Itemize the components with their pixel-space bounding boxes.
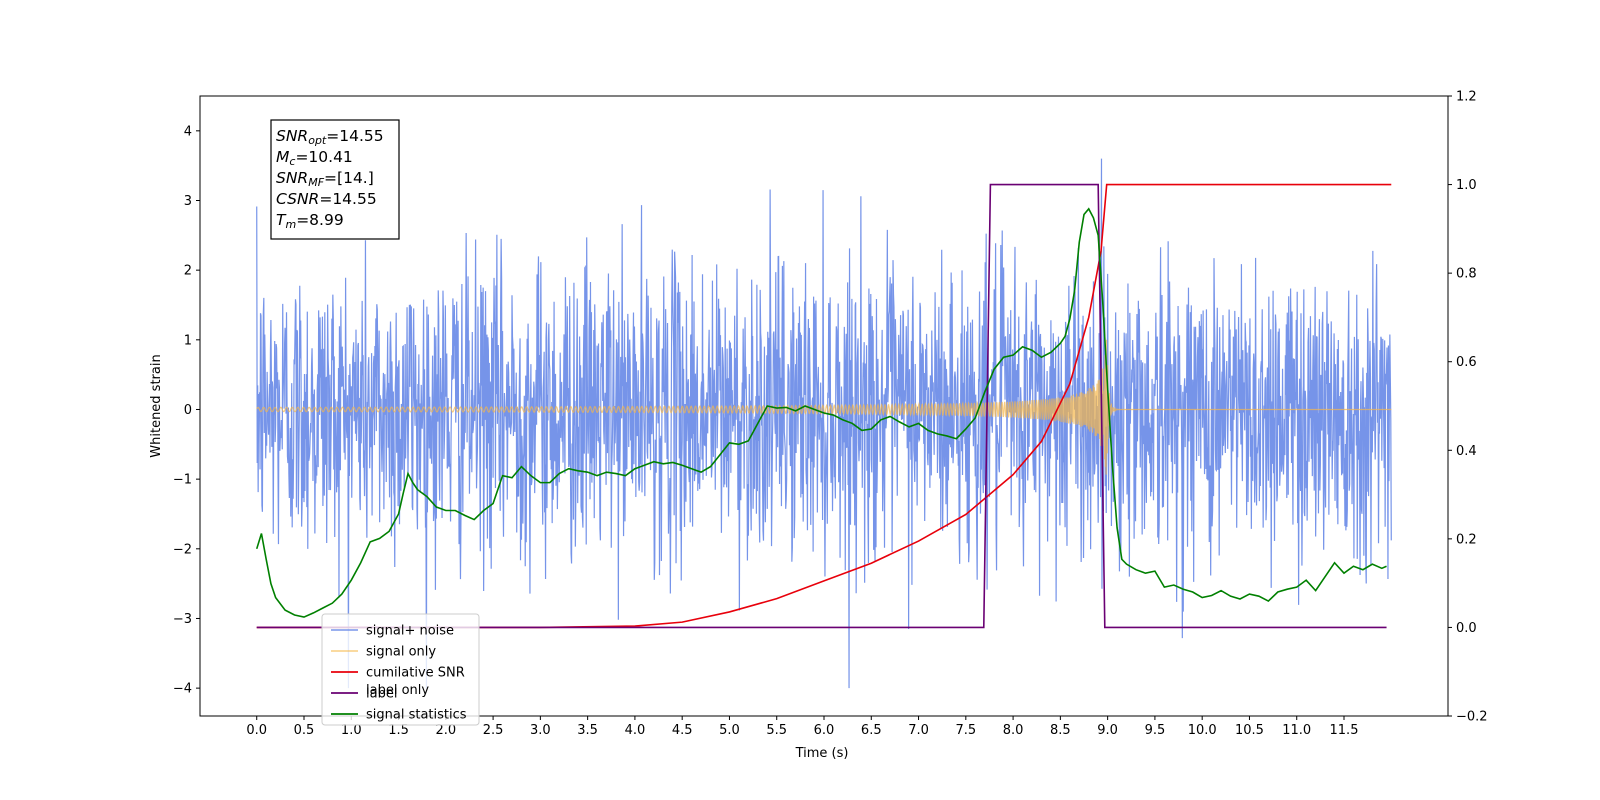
x-tick-label: 9.5	[1145, 723, 1166, 738]
x-tick-label: 0.0	[246, 723, 267, 738]
plot-area	[255, 158, 1392, 689]
annotation-line: Mc=10.41	[276, 148, 353, 168]
y-tick-label: −1	[173, 473, 192, 488]
x-tick-label: 6.5	[861, 723, 882, 738]
x-axis: 0.0 0.5 1.0 1.5 2.0 2.5 3.0 3.5 4.0 4.5 5.0 5.5 6.0 6…	[246, 716, 1358, 738]
x-tick-label: 5.5	[766, 723, 787, 738]
y2-tick-label: 0.2	[1456, 532, 1477, 547]
y2-tick-label: 1.0	[1456, 178, 1477, 193]
x-tick-label: 3.5	[577, 723, 598, 738]
y-tick-label: −3	[173, 612, 192, 627]
series-cumilative-snr	[256, 183, 1392, 629]
legend-item: signal+ noise	[331, 624, 454, 639]
legend-item: signal only	[331, 645, 436, 660]
legend-frame	[321, 613, 480, 726]
annotation-line: SNRopt=14.55	[276, 127, 384, 147]
y-tick-label: 2	[184, 264, 192, 279]
y-axis-label: Whitened strain	[149, 354, 164, 457]
y2-tick-label: 0.0	[1456, 621, 1477, 636]
annotation-line: Tm=8.99	[276, 211, 344, 231]
x-tick-label: 4.5	[672, 723, 693, 738]
y-axis-right: 1.2 1.0 0.8 0.6 0.4 0.2 0.0 −0.2	[1448, 90, 1488, 725]
legend-item: label	[331, 687, 397, 702]
legend: signal+ noise signal only cumilative SNR la…	[321, 613, 480, 726]
y-tick-label: −4	[173, 682, 192, 697]
x-tick-label: 11.0	[1282, 723, 1311, 738]
series-label	[256, 183, 1387, 629]
x-tick-label: 6.0	[814, 723, 835, 738]
x-tick-label: 0.5	[294, 723, 315, 738]
annotation-line: CSNR=14.55	[276, 190, 377, 208]
y-axis-left: 4 3 2 1 0 −1 −2 −3 −4	[173, 124, 200, 697]
annotation-box: SNRopt=14.55Mc=10.41SNRMF=[14.]CSNR=14.5…	[270, 119, 400, 240]
y2-tick-label: −0.2	[1456, 710, 1488, 725]
series-signal-statistics	[255, 207, 1387, 618]
x-tick-label: 2.0	[435, 723, 456, 738]
x-axis-label: Time (s)	[795, 746, 849, 761]
x-tick-label: 3.0	[530, 723, 551, 738]
x-tick-label: 8.0	[1003, 723, 1024, 738]
x-tick-label: 10.0	[1188, 723, 1217, 738]
series-signal-only	[256, 339, 1392, 475]
legend-label: signal only	[366, 645, 436, 660]
y-tick-label: 4	[184, 124, 192, 139]
legend-label: label	[366, 687, 397, 702]
legend-item: signal statistics	[331, 708, 467, 723]
x-tick-label: 11.5	[1330, 723, 1359, 738]
y2-tick-label: 1.2	[1456, 90, 1477, 105]
legend-label: cumilative SNR	[366, 666, 465, 681]
legend-label: signal statistics	[366, 708, 467, 723]
x-tick-label: 2.5	[483, 723, 504, 738]
y2-tick-label: 0.4	[1456, 444, 1477, 459]
x-tick-label: 1.0	[341, 723, 362, 738]
x-tick-label: 10.5	[1235, 723, 1264, 738]
legend-label: signal+ noise	[366, 624, 454, 639]
y-tick-label: 3	[184, 194, 192, 209]
y-tick-label: 0	[184, 403, 192, 418]
x-tick-label: 9.0	[1097, 723, 1118, 738]
series-signal-noise	[256, 158, 1392, 689]
legend-item: cumilative SNR	[331, 666, 465, 681]
x-tick-label: 5.0	[719, 723, 740, 738]
y-tick-label: 1	[184, 333, 192, 348]
y2-tick-label: 0.6	[1456, 355, 1477, 370]
x-tick-label: 1.5	[388, 723, 409, 738]
x-tick-label: 7.0	[908, 723, 929, 738]
annotation-frame	[270, 119, 400, 240]
y2-tick-label: 0.8	[1456, 267, 1477, 282]
x-tick-label: 4.0	[625, 723, 646, 738]
x-tick-label: 7.5	[955, 723, 976, 738]
y-tick-label: −2	[173, 542, 192, 557]
x-tick-label: 8.5	[1050, 723, 1071, 738]
legend-hidden-label: label only	[366, 683, 429, 698]
annotation-line: SNRMF=[14.]	[276, 169, 374, 189]
